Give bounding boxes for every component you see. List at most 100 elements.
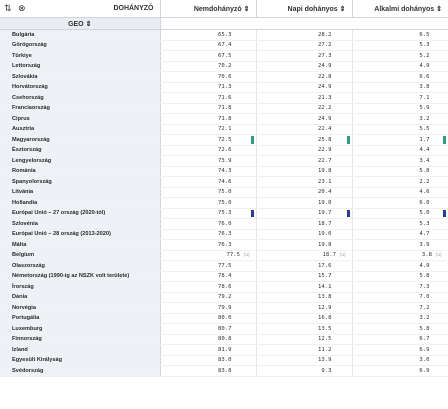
cell-value: 4.9: [419, 63, 430, 70]
row-label[interactable]: Türkiye: [0, 50, 161, 62]
value-cell: 73.9: [160, 155, 257, 167]
row-label[interactable]: Spanyolország: [0, 176, 161, 188]
cell-value: 18.7: [318, 220, 332, 227]
cell-value: 17.6: [318, 262, 332, 269]
table-row: Európai Unió – 28 ország (2013-2020) 76.3…: [0, 229, 448, 240]
blue-highlight-marker: [442, 209, 446, 217]
row-label[interactable]: Dánia: [0, 292, 161, 303]
value-cell: 19.0: [256, 197, 353, 209]
cell-value: 3.4: [419, 157, 430, 164]
value-cell: 28.2: [256, 29, 353, 41]
row-label[interactable]: Lettország: [0, 61, 161, 72]
cell-value: 4.4: [419, 147, 430, 154]
row-label[interactable]: Csehország: [0, 92, 161, 104]
row-label[interactable]: Málta: [0, 239, 161, 251]
cell-value: 4.9: [419, 262, 430, 269]
cell-value: 3.9: [419, 241, 430, 248]
value-cell: 5.8: [352, 323, 448, 335]
value-cell: 4.9: [352, 260, 448, 272]
row-label[interactable]: Németország (1990-ig az NSZK volt terüle…: [0, 271, 161, 282]
cell-value: 75.0: [218, 189, 232, 196]
value-cell: 22.7: [256, 155, 353, 167]
row-label[interactable]: Észtország: [0, 145, 161, 156]
value-cell: 27.3: [256, 50, 353, 62]
cell-value: 72.6: [218, 147, 232, 154]
cell-value: 7.2: [419, 304, 430, 311]
value-cell: 5.8: [352, 271, 448, 282]
row-label[interactable]: Szlovénia: [0, 218, 161, 230]
value-cell: 15.7: [256, 271, 353, 282]
cell-value: 19.8: [318, 241, 332, 248]
value-cell: 71.6: [160, 92, 257, 104]
table-row: Belgium 77.5 (u) 18.7 (u) 3.8 (u): [0, 250, 448, 261]
row-label[interactable]: Izland: [0, 344, 161, 356]
value-cell: 77.5: [160, 260, 257, 272]
table-row: Szlovénia 76.0 18.7 5.3: [0, 218, 448, 230]
value-cell: 4.6: [352, 187, 448, 198]
row-label[interactable]: Románia: [0, 166, 161, 177]
cell-value: 12.9: [318, 304, 332, 311]
row-label[interactable]: Szlovákia: [0, 71, 161, 83]
cell-value: 5.8: [419, 325, 430, 332]
value-cell: 1.7: [352, 134, 448, 146]
value-cell: 7.2: [352, 302, 448, 314]
row-label[interactable]: Svédország: [0, 365, 161, 377]
row-label[interactable]: Egyesült Királyság: [0, 355, 161, 366]
green-highlight-marker: [442, 136, 446, 144]
cell-value: 25.8: [318, 136, 332, 143]
cell-value: 80.0: [218, 315, 232, 322]
cell-value: 73.9: [218, 157, 232, 164]
cell-value: 9.3: [321, 367, 332, 374]
row-label[interactable]: Ciprus: [0, 113, 161, 125]
data-table: DOHÁNYZÓ Nemdohányzó ⇕ Napi dohányos ⇕ A…: [0, 0, 448, 377]
value-cell: 74.3: [160, 166, 257, 177]
cell-value: 4.7: [419, 231, 430, 238]
cell-value: 1.7: [419, 136, 430, 143]
row-label[interactable]: Lengyelország: [0, 155, 161, 167]
row-label[interactable]: Luxemburg: [0, 323, 161, 335]
row-label[interactable]: Ausztria: [0, 124, 161, 135]
row-label[interactable]: Belgium: [0, 250, 161, 261]
value-cell: 77.5 (u): [160, 250, 257, 261]
cell-value: 5.2: [419, 52, 430, 59]
close-dimension-icon[interactable]: ⊗: [18, 3, 26, 13]
sort-toggle-icon[interactable]: ⇅: [4, 3, 12, 13]
value-cell: 7.1: [352, 92, 448, 104]
cell-value: 6.7: [419, 336, 430, 343]
value-cell: 21.3: [256, 92, 353, 104]
row-label[interactable]: Norvégia: [0, 302, 161, 314]
row-label[interactable]: Horvátország: [0, 82, 161, 93]
row-label[interactable]: Európai Unió – 28 ország (2013-2020): [0, 229, 161, 240]
row-label[interactable]: Olaszország: [0, 260, 161, 272]
column-header-nemdohanyzo[interactable]: Nemdohányzó ⇕: [160, 0, 257, 18]
cell-value: 71.3: [218, 84, 232, 91]
geo-header[interactable]: GEO ⇕: [0, 17, 161, 30]
row-label[interactable]: Finnország: [0, 334, 161, 345]
column-header-napi-dohanyos[interactable]: Napi dohányos ⇕: [256, 0, 353, 18]
row-label[interactable]: Hollandia: [0, 197, 161, 209]
row-label[interactable]: Görögország: [0, 40, 161, 51]
cell-value: 14.1: [318, 283, 332, 290]
cell-value: 19.7: [318, 210, 332, 217]
value-cell: 67.4: [160, 40, 257, 51]
value-cell: 3.8: [352, 82, 448, 93]
value-cell: 81.9: [160, 344, 257, 356]
row-label[interactable]: Franciaország: [0, 103, 161, 114]
value-cell: 24.9: [256, 113, 353, 125]
row-label[interactable]: Magyarország: [0, 134, 161, 146]
table-row: Málta 76.3 19.8 3.9: [0, 239, 448, 251]
row-label[interactable]: Litvánia: [0, 187, 161, 198]
row-label[interactable]: Európai Unió – 27 ország (2020-tól): [0, 208, 161, 219]
value-cell: 67.5: [160, 50, 257, 62]
column-header-alkalmi-dohanyos[interactable]: Alkalmi dohányos ⇕: [352, 0, 448, 18]
row-label[interactable]: Bulgária: [0, 29, 161, 41]
cell-value: 5.3: [419, 42, 430, 49]
row-label[interactable]: Portugália: [0, 313, 161, 324]
value-cell: 2.2: [352, 176, 448, 188]
cell-value: 24.9: [318, 115, 332, 122]
row-label[interactable]: Írország: [0, 281, 161, 293]
cell-value: 24.9: [318, 84, 332, 91]
dimension-header[interactable]: DOHÁNYZÓ: [0, 0, 161, 18]
value-cell: 7.3: [352, 281, 448, 293]
value-cell: 22.8: [256, 71, 353, 83]
